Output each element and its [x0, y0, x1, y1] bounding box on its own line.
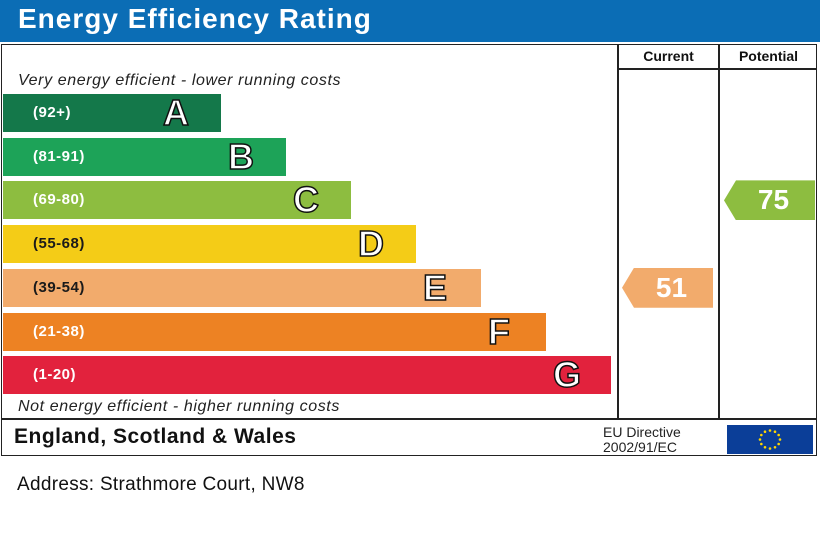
band-e: (39-54) E [3, 266, 481, 309]
current-rating-arrow: 51 [622, 267, 713, 308]
band-letter-label: C [292, 179, 320, 222]
band-letter-label: A [162, 91, 190, 134]
directive-line-2: 2002/91/EC [603, 439, 677, 455]
eu-star [758, 438, 762, 441]
divider-potential [718, 44, 720, 419]
eu-star [768, 429, 772, 432]
band-range-label: (92+) [33, 104, 71, 121]
band-range-label: (21-38) [33, 322, 85, 340]
band-g: (1-20) G [3, 353, 611, 396]
title-bar: Energy Efficiency Rating [0, 0, 820, 42]
potential-rating-arrow: 75 [724, 180, 815, 221]
chart-frame [1, 44, 817, 456]
bottom-note: Not energy efficient - higher running co… [18, 398, 340, 415]
eu-star [760, 442, 763, 446]
potential-rating-arrow-value: 75 [757, 184, 790, 216]
eu-star [778, 438, 782, 441]
band-range-label: (55-68) [33, 235, 85, 253]
band-letter-label: E [422, 266, 448, 309]
eu-star [777, 442, 780, 446]
band-range-label: (1-20) [33, 366, 77, 384]
band-range-label: (81-91) [33, 147, 85, 165]
directive-line-1: EU Directive [603, 424, 681, 440]
band-range-label: (69-80) [33, 191, 85, 209]
band-f: (21-38) F [3, 310, 546, 353]
potential-column-header: Potential [738, 48, 799, 64]
band-b: (81-91) B [3, 135, 286, 178]
current-column-header: Current [643, 48, 694, 64]
current-rating-arrow-value: 51 [655, 271, 688, 303]
eu-star [760, 433, 763, 437]
chart-title: Energy Efficiency Rating [18, 3, 372, 34]
divider-current [617, 44, 619, 419]
band-letter-label: F [487, 310, 511, 353]
band-range-label: (39-54) [33, 278, 85, 296]
eu-star [763, 430, 767, 434]
eu-star [773, 430, 777, 434]
band-a: (92+) A [3, 91, 221, 134]
address: Address: Strathmore Court, NW8 [17, 474, 305, 495]
country-label: England, Scotland & Wales [14, 425, 297, 448]
column-header-rule [617, 68, 817, 70]
top-note: Very energy efficient - lower running co… [18, 72, 342, 89]
band-c: (69-80) C [3, 179, 351, 222]
band-letter-label: G [552, 353, 582, 396]
band-letter-label: D [357, 222, 385, 265]
band-letter-label: B [227, 135, 255, 178]
eu-flag-icon [727, 425, 813, 454]
footer-rule [1, 418, 817, 420]
eu-star [768, 447, 772, 450]
eu-star [773, 445, 777, 449]
eu-star [763, 445, 767, 449]
band-d: (55-68) D [3, 222, 416, 265]
eu-star [777, 433, 780, 437]
